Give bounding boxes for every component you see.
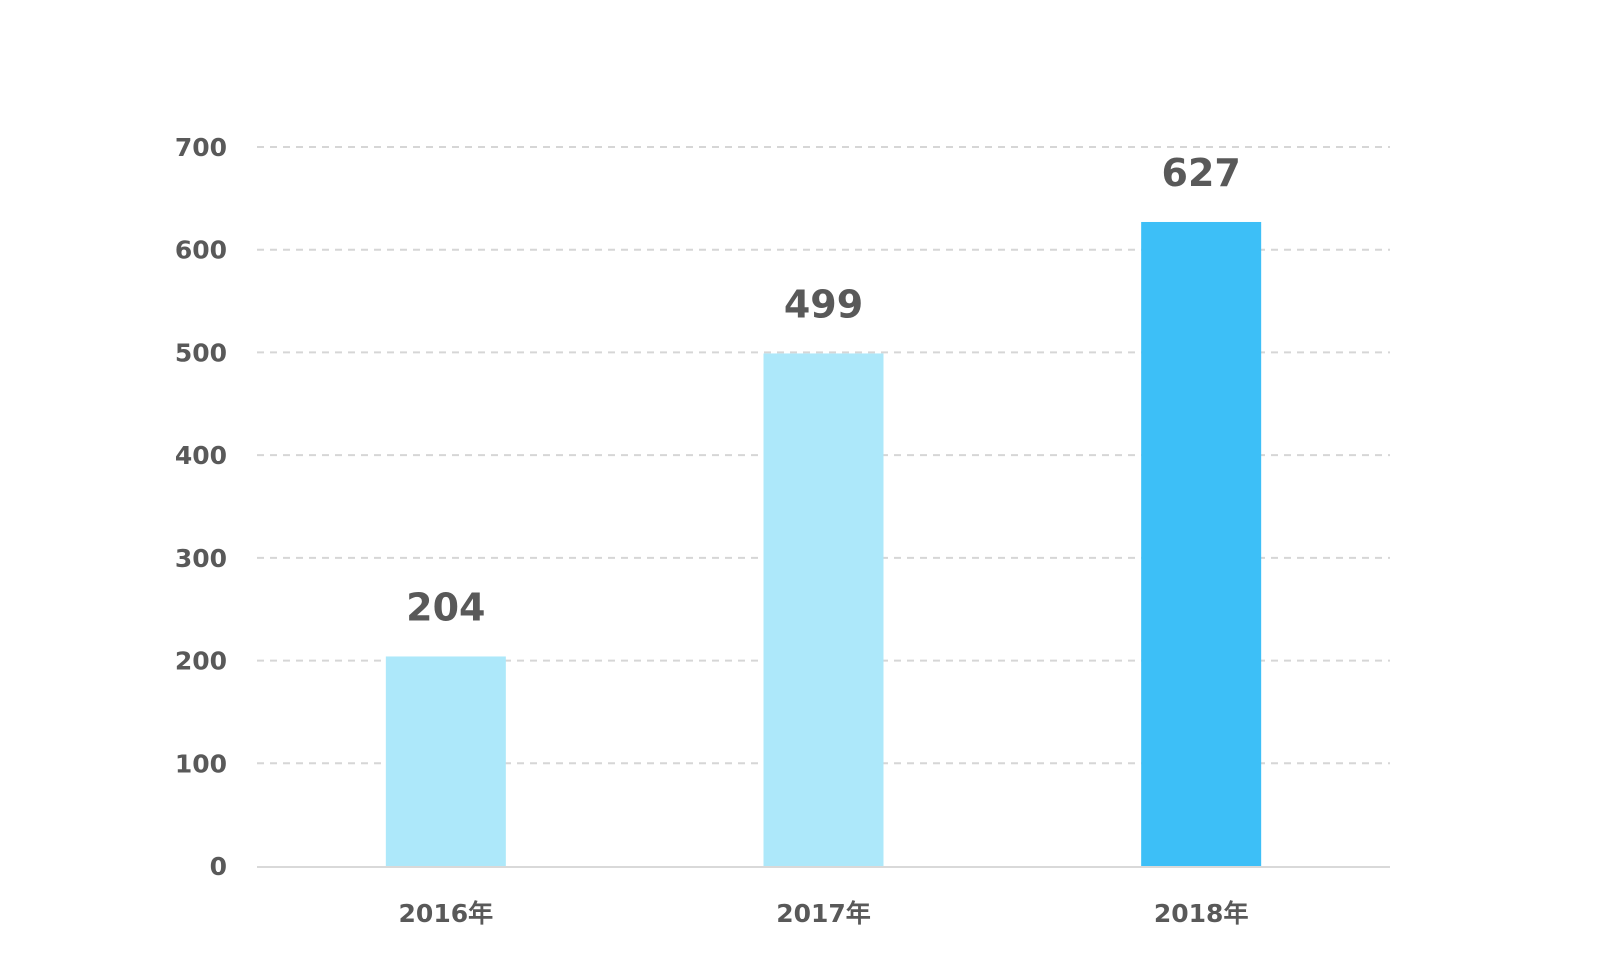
bar-2017年 bbox=[763, 353, 884, 867]
bars bbox=[385, 221, 1262, 867]
y-tick-label: 0 bbox=[210, 852, 227, 881]
y-axis-tick-labels: 0 100 200 300 400 500 600 700 bbox=[175, 133, 227, 881]
y-tick-label: 700 bbox=[175, 133, 227, 162]
y-tick-label: 400 bbox=[175, 441, 227, 470]
data-label: 627 bbox=[1162, 151, 1241, 195]
y-tick-label: 300 bbox=[175, 544, 227, 573]
x-axis-tick-labels: 2016年 2017年 2018年 bbox=[399, 899, 1249, 928]
bar-2016年 bbox=[385, 656, 506, 866]
y-tick-label: 200 bbox=[175, 647, 227, 676]
bar-2018年 bbox=[1141, 221, 1262, 866]
y-tick-label: 500 bbox=[175, 338, 227, 367]
y-tick-label: 100 bbox=[175, 749, 227, 778]
data-label: 499 bbox=[784, 282, 863, 326]
data-label: 204 bbox=[406, 585, 485, 629]
x-tick-label: 2016年 bbox=[399, 899, 494, 928]
x-tick-label: 2017年 bbox=[776, 899, 871, 928]
y-tick-label: 600 bbox=[175, 236, 227, 265]
data-labels: 204 499 627 bbox=[406, 151, 1241, 629]
x-tick-label: 2018年 bbox=[1154, 899, 1249, 928]
